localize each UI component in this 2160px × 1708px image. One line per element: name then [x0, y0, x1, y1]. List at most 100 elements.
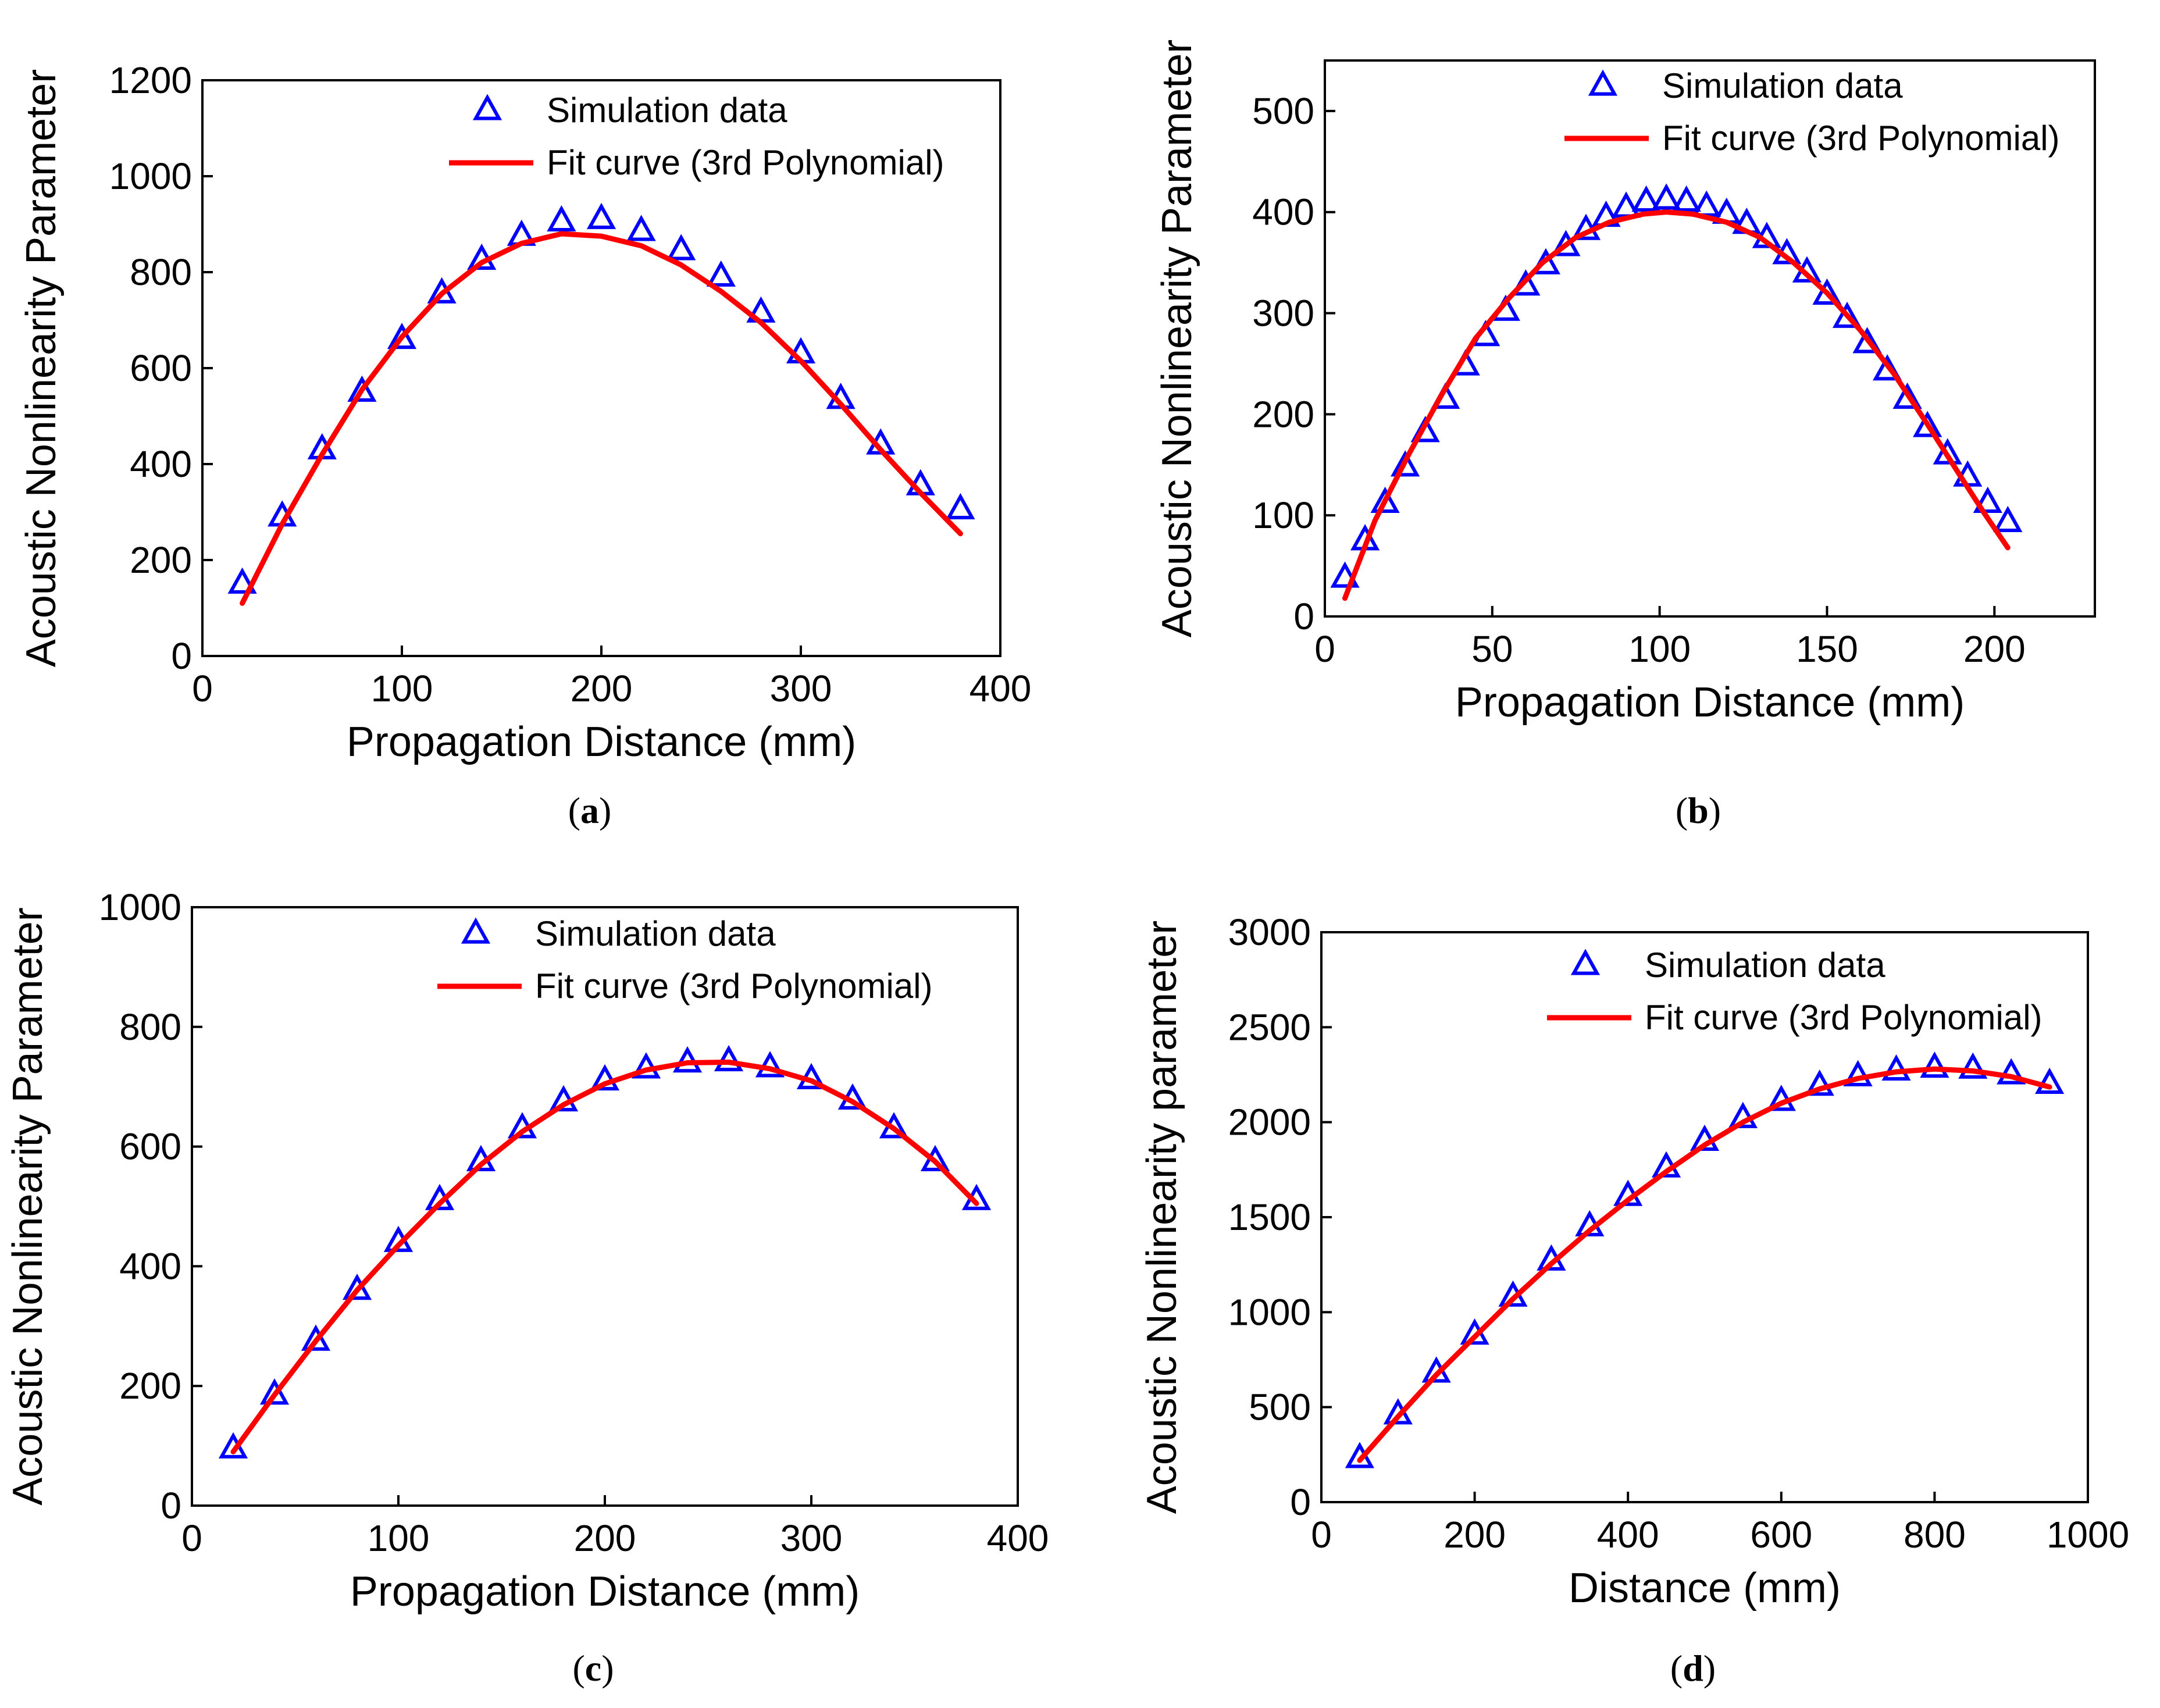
data-point [387, 323, 417, 350]
x-axis-title: Propagation Distance (mm) [347, 719, 856, 765]
y-tick-label: 2000 [1228, 1101, 1311, 1143]
data-point [1933, 438, 1962, 465]
data-point [1330, 561, 1360, 588]
data-point [1892, 382, 1922, 409]
y-tick-label: 600 [130, 347, 192, 389]
x-tick-label: 300 [770, 668, 832, 709]
chart-panel-b: 0 50 100 150 200 0 100 200 300 400 500 Propagation … [1154, 40, 2096, 831]
x-tick-label: 50 [1471, 628, 1513, 670]
x-axis-title: Propagation Distance (mm) [350, 1568, 860, 1615]
panel-caption: (a) [568, 790, 612, 831]
x-tick-label: 200 [1443, 1514, 1506, 1556]
panel-caption-letter: d [1683, 1648, 1703, 1689]
fit-curve-line [240, 231, 963, 606]
x-tick-label: 800 [1904, 1514, 1966, 1556]
x-tick-label: 1000 [2047, 1514, 2129, 1556]
x-axis-title: Distance (mm) [1569, 1565, 1841, 1611]
legend: Simulation data Fit curve (3rd Polynomial… [437, 914, 933, 1005]
x-tick-label: 0 [1311, 1514, 1332, 1556]
panel-caption-letter: c [585, 1648, 601, 1689]
data-point [227, 567, 257, 594]
x-tick-label: 0 [181, 1517, 202, 1559]
chart-panel-c: 0 100 200 300 400 0 200 400 600 800 1000 Propagatio… [5, 886, 1049, 1689]
y-tick-label: 200 [130, 539, 192, 581]
x-axis-title: Propagation Distance (mm) [1455, 679, 1965, 726]
x-tick-label: 150 [1796, 628, 1858, 670]
data-point [1958, 1052, 1988, 1079]
legend-label: Simulation data [535, 914, 776, 953]
data-point [1872, 354, 1902, 381]
data-point [1920, 1051, 1949, 1078]
y-axis-title: Acoustic Nonlinearity Parameter [1154, 40, 1200, 637]
y-tick-label: 200 [119, 1365, 181, 1407]
data-point [1391, 450, 1420, 477]
data-point [347, 375, 377, 402]
legend-label: Simulation data [1662, 66, 1903, 105]
data-point [1551, 230, 1581, 256]
panel-caption: (b) [1676, 790, 1721, 831]
legend-label: Fit curve (3rd Polynomial) [1662, 119, 2060, 158]
panel-caption: (c) [572, 1648, 614, 1689]
x-tick-label: 200 [571, 668, 633, 709]
data-point [547, 205, 576, 232]
data-point [1671, 185, 1701, 212]
panel-caption: (d) [1670, 1648, 1716, 1689]
x-tick-label: 200 [574, 1517, 636, 1559]
legend-label: Simulation data [547, 91, 787, 130]
legend-label: Fit curve (3rd Polynomial) [1645, 998, 2043, 1037]
x-tick-label: 600 [1750, 1514, 1812, 1556]
data-point [755, 1051, 785, 1078]
legend-label: Fit curve (3rd Polynomial) [547, 143, 944, 182]
data-point [706, 260, 736, 287]
data-point [1852, 327, 1882, 354]
y-tick-label: 2500 [1228, 1006, 1311, 1048]
y-tick-label: 800 [130, 251, 192, 293]
legend-marker-symbol [1570, 949, 1601, 975]
x-tick-label: 400 [987, 1517, 1049, 1559]
x-tick-label: 400 [969, 668, 1032, 709]
y-tick-label: 400 [130, 443, 192, 485]
legend-label: Fit curve (3rd Polynomial) [535, 967, 933, 1005]
x-tick-label: 300 [780, 1517, 843, 1559]
legend-label: Simulation data [1645, 946, 1885, 985]
y-tick-label: 1000 [1228, 1291, 1311, 1333]
legend-marker-symbol [1588, 69, 1618, 96]
y-axis-title: Acoustic Nonlinearity Parameter [5, 907, 51, 1505]
legend: Simulation data Fit curve (3rd Polynomial… [1547, 946, 2043, 1037]
data-point [259, 1378, 290, 1405]
y-axis-title: Acoustic Nonlinearity parameter [1139, 921, 1185, 1514]
x-tick-label: 100 [1628, 628, 1691, 670]
data-point [1881, 1054, 1911, 1081]
data-point [1843, 1060, 1873, 1086]
x-tick-label: 400 [1597, 1514, 1659, 1556]
data-point [1631, 185, 1661, 212]
x-tick-label: 100 [368, 1517, 430, 1559]
panel-caption-letter: a [580, 790, 599, 831]
y-tick-label: 800 [119, 1006, 181, 1048]
data-point [1832, 301, 1862, 328]
y-tick-label: 0 [1293, 596, 1314, 637]
fit-curve-line [1357, 1066, 2052, 1463]
y-tick-label: 1500 [1228, 1196, 1311, 1238]
fit-curve-line [1342, 209, 2011, 601]
data-point [1728, 1101, 1758, 1128]
y-tick-label: 400 [1252, 191, 1314, 233]
data-point [1692, 190, 1721, 217]
fit-curve-line [230, 1060, 979, 1454]
data-point [1997, 1058, 2026, 1085]
y-tick-label: 0 [161, 1485, 181, 1527]
data-point [631, 1052, 661, 1079]
data-point [301, 1324, 331, 1351]
data-point [1805, 1069, 1834, 1096]
chart-panel-a: 0 100 200 300 400 0 200 400 600 800 1000 1200 Propag… [18, 59, 1031, 831]
data-point [586, 202, 616, 229]
y-tick-label: 500 [1252, 90, 1314, 132]
data-point [1812, 278, 1842, 305]
legend-marker-symbol [461, 917, 491, 944]
legend: Simulation data Fit curve (3rd Polynomial… [449, 91, 944, 182]
y-tick-label: 600 [119, 1126, 181, 1168]
y-tick-label: 0 [171, 635, 192, 677]
data-point [2035, 1067, 2065, 1094]
y-tick-label: 300 [1252, 293, 1314, 334]
